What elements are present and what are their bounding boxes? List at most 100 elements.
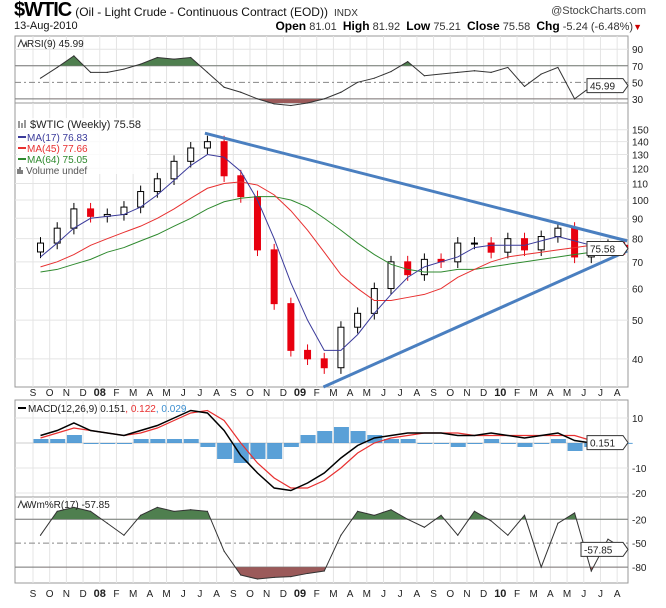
x-tick-label: M	[363, 589, 371, 600]
y-tick-label: 100	[632, 196, 649, 207]
y-tick-label: -20	[632, 515, 647, 526]
x-tick-label: 09	[294, 588, 306, 600]
x-tick-label: J	[197, 388, 202, 399]
high-value: 81.92	[372, 21, 401, 33]
x-tick-label: S	[430, 589, 437, 600]
ma17-line	[40, 154, 625, 351]
candle-body	[137, 191, 145, 208]
macd-line	[40, 409, 625, 492]
macd-legend-signal: , 0.122	[125, 404, 156, 415]
copyright-link[interactable]: @StockCharts.com	[551, 5, 646, 17]
x-tick-label: O	[246, 388, 254, 399]
x-tick-label: A	[614, 388, 621, 399]
volume-icon	[17, 167, 23, 174]
macd-histogram-bar	[484, 439, 500, 443]
x-tick-label: N	[263, 589, 270, 600]
macd-histogram-bar	[200, 443, 216, 447]
macd-histogram-bar	[233, 443, 249, 463]
close-value: 75.58	[502, 21, 531, 33]
candle-body	[337, 326, 345, 369]
x-tick-label: J	[181, 388, 186, 399]
y-tick-label: 70	[632, 258, 644, 269]
macd-histogram-bar	[267, 443, 283, 459]
willr-last-value-tag: -57.85	[584, 545, 613, 556]
macd-legend-histogram: , 0.029	[156, 404, 187, 415]
x-tick-label: A	[146, 589, 153, 600]
rsi-overbought-fill	[59, 55, 413, 66]
x-tick-label: M	[129, 388, 137, 399]
candle-body	[571, 227, 579, 258]
x-tick-label: A	[347, 589, 354, 600]
ma17-legend: MA(17) 76.83	[27, 133, 88, 144]
macd-histogram-bar	[50, 439, 66, 443]
x-tick-label: O	[446, 388, 454, 399]
x-tick-label: D	[480, 589, 487, 600]
candle-body	[170, 160, 178, 180]
y-tick-label: 80	[632, 235, 644, 246]
x-tick-label: J	[581, 589, 586, 600]
x-tick-label: M	[563, 388, 571, 399]
macd-histogram-bar	[66, 435, 82, 443]
ma64-line	[40, 196, 625, 273]
macd-histogram-bar	[283, 443, 299, 447]
low-label: Low	[406, 19, 431, 33]
rsi-line	[40, 55, 625, 106]
macd-histogram-bar	[467, 443, 483, 444]
candle-body	[487, 242, 495, 253]
x-tick-label: A	[414, 589, 421, 600]
macd-histogram-bar	[367, 435, 383, 443]
x-tick-label: A	[146, 388, 153, 399]
macd-histogram-bar	[400, 439, 416, 443]
x-tick-label: F	[314, 388, 320, 399]
x-tick-label: N	[263, 388, 270, 399]
x-tick-label: A	[213, 388, 220, 399]
x-tick-label: N	[63, 388, 70, 399]
candle-body	[87, 208, 95, 217]
y-tick-label: 50	[632, 316, 644, 327]
indicator-icon	[17, 499, 28, 509]
x-tick-label: J	[181, 589, 186, 600]
x-tick-label: A	[547, 589, 554, 600]
x-tick-label: M	[162, 388, 170, 399]
x-tick-label: F	[514, 589, 520, 600]
macd-histogram-bar	[333, 427, 349, 443]
x-tick-label: 08	[94, 387, 106, 399]
indicator-icon	[17, 38, 28, 48]
x-tick-label: 10	[494, 588, 506, 600]
macd-histogram-bar	[150, 439, 166, 443]
candle-body	[554, 227, 562, 238]
x-tick-label: O	[246, 589, 254, 600]
rsi-legend: RSI(9) 45.99	[27, 39, 84, 50]
x-tick-label: J	[398, 589, 403, 600]
x-tick-label: 09	[294, 387, 306, 399]
y-tick-label: 110	[632, 179, 648, 190]
rsi-panel-frame	[14, 35, 629, 104]
x-tick-label: N	[63, 589, 70, 600]
open-value: 81.01	[309, 21, 337, 33]
y-tick-label: 150	[632, 126, 649, 137]
macd-legend-main: MACD(12,26,9) 0.151	[28, 404, 126, 415]
x-tick-label: M	[530, 589, 538, 600]
legend-background	[17, 118, 147, 174]
x-tick-label: N	[463, 388, 470, 399]
chart-date: 13-Aug-2010	[14, 20, 78, 32]
x-tick-label: D	[480, 388, 487, 399]
ma45-legend: MA(45) 77.66	[27, 144, 88, 155]
open-label: Open	[275, 19, 307, 33]
candle-body	[320, 358, 328, 369]
x-tick-label: S	[30, 589, 37, 600]
price-last-value-tag-box	[586, 241, 629, 257]
macd-histogram-bar	[517, 443, 533, 447]
candle-body	[220, 141, 228, 177]
candle-body	[270, 249, 278, 305]
high-label: High	[342, 19, 370, 33]
x-tick-label: N	[463, 589, 470, 600]
y-tick-label: 50	[632, 78, 644, 89]
x-tick-label: M	[129, 589, 137, 600]
macd-histogram-bar	[350, 431, 366, 443]
x-tick-label: J	[398, 388, 403, 399]
macd-histogram-bar	[100, 443, 116, 444]
macd-last-value-tag-box	[586, 435, 629, 451]
